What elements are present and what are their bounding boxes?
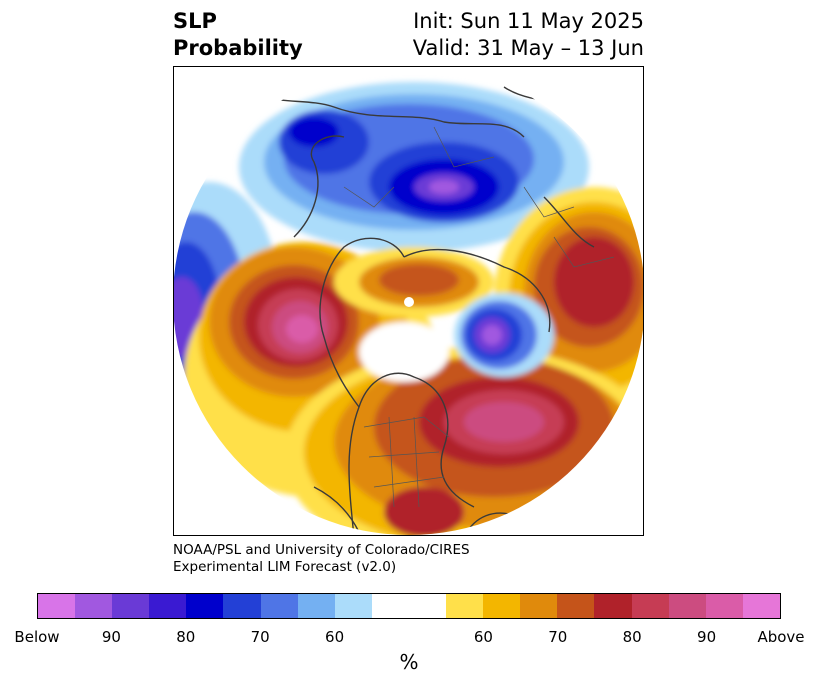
colorbar-tick-label: 90	[101, 628, 121, 646]
colorbar-swatch	[742, 594, 780, 618]
colorbar-tick-label: 90	[697, 628, 717, 646]
colorbar-tick-label: 70	[250, 628, 270, 646]
colorbar-unit: %	[399, 650, 419, 674]
colorbar-swatch	[260, 594, 298, 618]
colorbar	[37, 593, 781, 619]
credit: NOAA/PSL and University of Colorado/CIRE…	[173, 542, 470, 576]
colorbar-swatch	[668, 594, 706, 618]
title-variable-line1: SLP	[173, 9, 217, 33]
colorbar-swatch	[186, 594, 224, 618]
credit-line2: Experimental LIM Forecast (v2.0)	[173, 559, 397, 575]
colorbar-swatch	[446, 594, 484, 618]
map-panel	[173, 66, 644, 536]
colorbar-swatch	[705, 594, 743, 618]
colorbar-swatch	[631, 594, 669, 618]
coastlines	[233, 86, 636, 535]
colorbar-tick-label: 80	[622, 628, 642, 646]
probability-map	[174, 67, 643, 535]
colorbar-swatch	[557, 594, 595, 618]
colorbar-swatch	[594, 594, 632, 618]
credit-line1: NOAA/PSL and University of Colorado/CIRE…	[173, 542, 470, 558]
below-anomaly-europe	[239, 82, 589, 252]
colorbar-swatch	[112, 594, 150, 618]
colorbar-swatch	[149, 594, 187, 618]
colorbar-swatch	[371, 594, 409, 618]
colorbar-swatch	[75, 594, 113, 618]
below-anomaly-alaska	[454, 293, 554, 377]
colorbar-swatch	[297, 594, 335, 618]
colorbar-tick-label: Above	[757, 628, 805, 646]
probability-fields	[174, 67, 643, 535]
colorbar-swatch	[520, 594, 558, 618]
colorbar-tick-label: 80	[176, 628, 196, 646]
colorbar-tick-label: 60	[325, 628, 345, 646]
pole-marker	[404, 297, 414, 307]
above-anomaly-arctic	[334, 247, 494, 317]
colorbar-tick-label: 70	[548, 628, 568, 646]
colorbar-swatch	[223, 594, 261, 618]
title-variable: SLP Probability	[173, 8, 303, 62]
colorbar-swatch	[38, 594, 76, 618]
title-variable-line2: Probability	[173, 36, 303, 60]
colorbar-tick-label: Below	[14, 628, 60, 646]
colorbar-tick-label: 60	[473, 628, 493, 646]
title-dates: Init: Sun 11 May 2025 Valid: 31 May – 13…	[413, 8, 644, 62]
colorbar-swatch	[408, 594, 447, 618]
colorbar-swatch	[334, 594, 372, 618]
colorbar-swatch	[483, 594, 521, 618]
political-borders	[343, 126, 615, 508]
valid-dates: Valid: 31 May – 13 Jun	[412, 36, 644, 60]
init-date: Init: Sun 11 May 2025	[413, 9, 644, 33]
